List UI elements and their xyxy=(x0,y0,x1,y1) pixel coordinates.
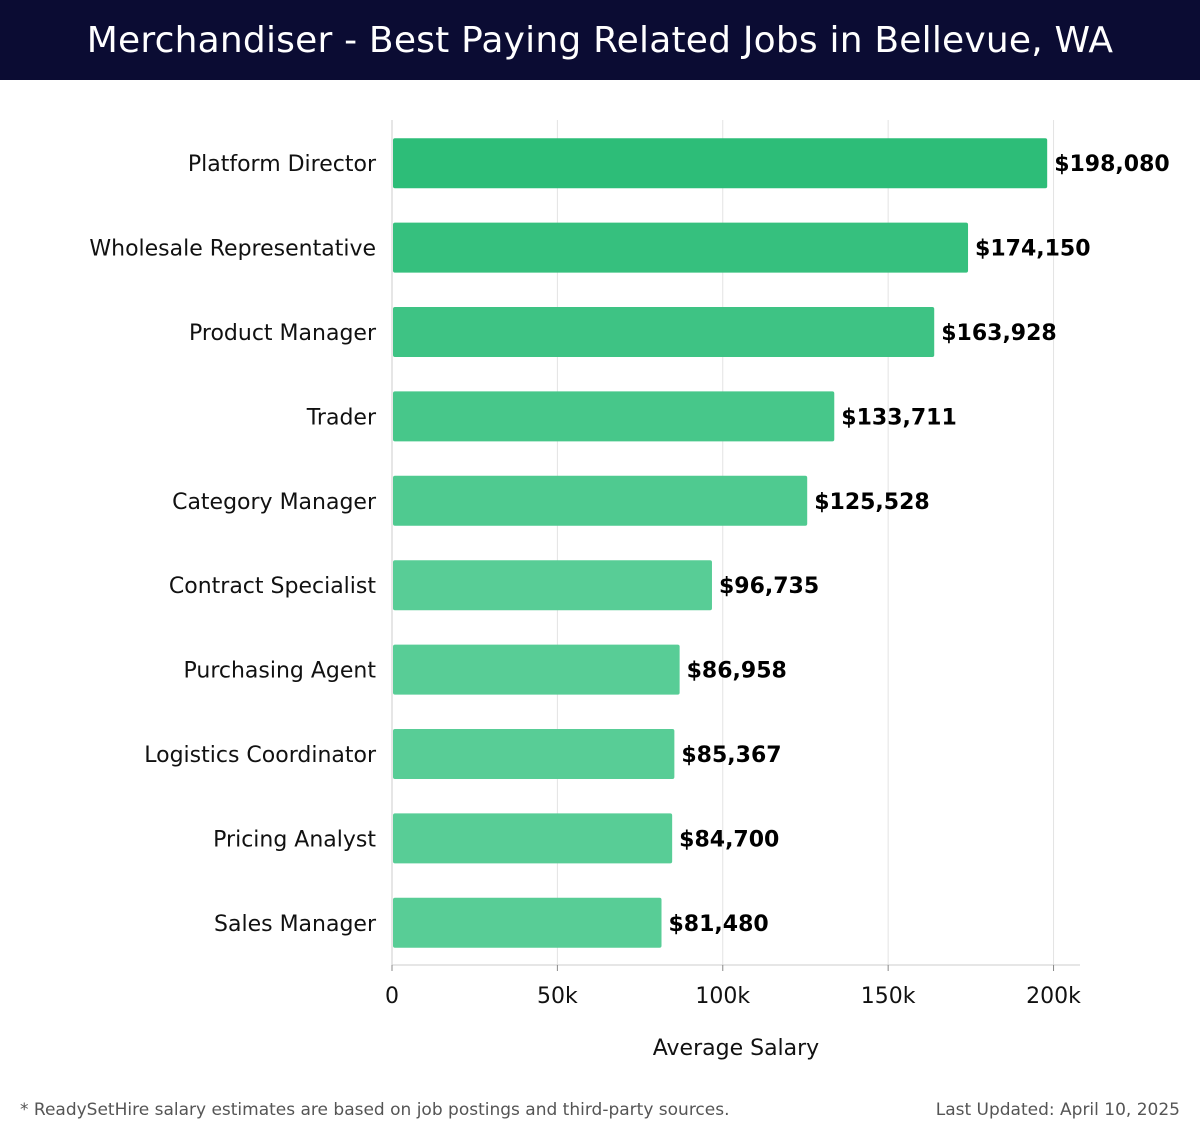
bar xyxy=(393,897,662,948)
category-label: Product Manager xyxy=(189,321,377,346)
bar xyxy=(393,729,675,779)
value-label: $81,480 xyxy=(669,912,769,937)
category-label: Purchasing Agent xyxy=(184,659,377,684)
chart-header: Merchandiser - Best Paying Related Jobs … xyxy=(0,0,1200,80)
x-tick-label: 50k xyxy=(537,984,578,1009)
salary-bar-chart: Platform Director $198,080 Wholesale Repre… xyxy=(89,120,1170,1061)
bar xyxy=(393,644,680,695)
category-label: Category Manager xyxy=(172,490,377,515)
bar xyxy=(393,560,712,611)
bar xyxy=(393,475,808,526)
bar xyxy=(393,307,935,357)
x-tick-label: 0 xyxy=(385,984,399,1009)
category-label: Platform Director xyxy=(188,152,377,177)
x-tick-label: 150k xyxy=(861,984,916,1009)
category-label: Sales Manager xyxy=(214,912,377,937)
x-axis-title: Average Salary xyxy=(653,1036,819,1061)
x-tick-label: 100k xyxy=(695,984,750,1009)
value-label: $96,735 xyxy=(719,574,819,599)
value-label: $174,150 xyxy=(975,237,1091,262)
category-label: Pricing Analyst xyxy=(213,827,376,852)
chart-title: Merchandiser - Best Paying Related Jobs … xyxy=(86,19,1114,61)
value-label: $84,700 xyxy=(679,827,779,852)
category-label: Contract Specialist xyxy=(169,574,376,599)
bar xyxy=(393,222,969,273)
value-label: $85,367 xyxy=(681,743,781,768)
category-label: Wholesale Representative xyxy=(89,237,376,262)
footnote: * ReadySetHire salary estimates are base… xyxy=(20,1100,730,1120)
value-label: $86,958 xyxy=(687,659,787,684)
bar xyxy=(393,138,1048,189)
last-updated: Last Updated: April 10, 2025 xyxy=(935,1100,1180,1120)
bar xyxy=(393,391,835,442)
value-label: $198,080 xyxy=(1054,152,1170,177)
category-label: Trader xyxy=(306,405,377,430)
bar xyxy=(393,813,673,864)
value-label: $163,928 xyxy=(941,321,1057,346)
value-label: $125,528 xyxy=(814,490,930,515)
x-tick-label: 200k xyxy=(1026,984,1081,1009)
category-label: Logistics Coordinator xyxy=(144,743,377,768)
value-label: $133,711 xyxy=(841,405,957,430)
